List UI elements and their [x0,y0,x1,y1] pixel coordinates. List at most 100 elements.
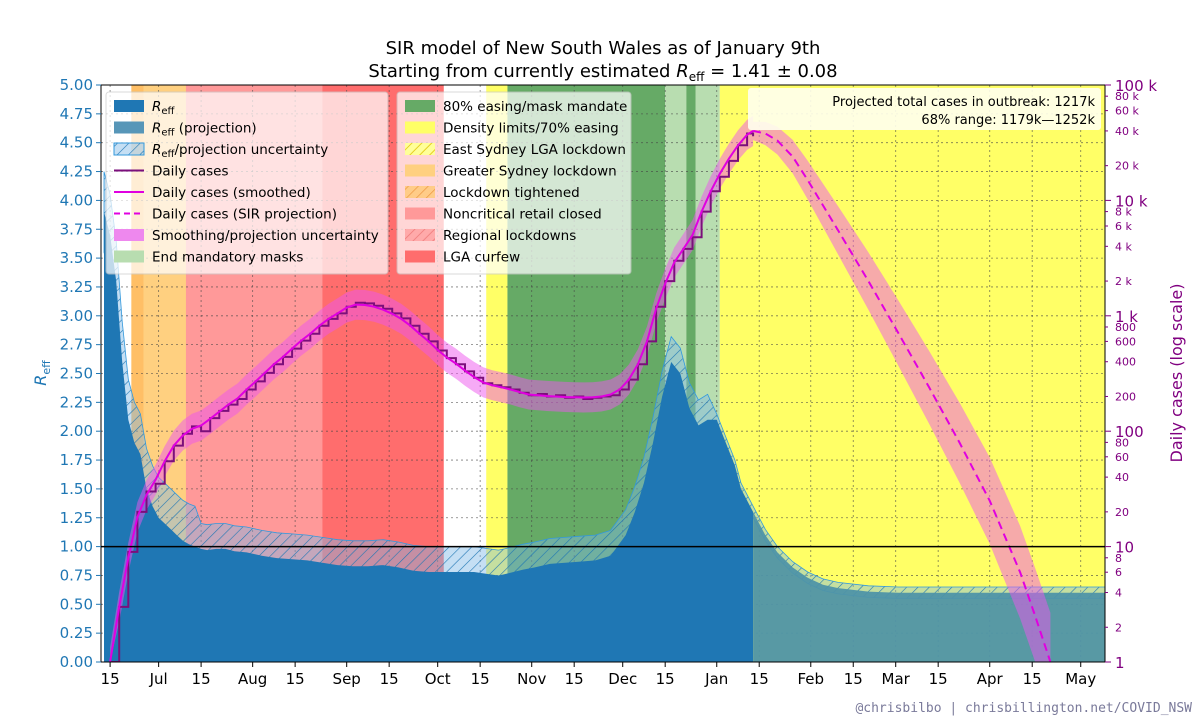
x-tick-label-13: Jan [704,670,728,688]
legend-right-item-7-label: LGA curfew [443,250,520,266]
x-tick-label-18: 15 [929,670,948,688]
legend-left-item-5-label: Daily cases (SIR projection) [152,207,337,223]
chart-subtitle: Starting from currently estimated Reff =… [368,61,837,84]
left-tick-label-3: 0.75 [60,566,93,584]
right-minor-label-18: 60 k [1115,105,1139,118]
legend-left-item-0-swatch [114,100,144,112]
right-minor-label-0: 2 [1115,621,1122,634]
legend-left-item-1-label: Reff (projection) [152,121,257,139]
right-major-label-2: 100 [1115,423,1144,441]
projection-annotation: Projected total cases in outbreak: 1217k… [748,88,1101,130]
legend-left-item-2-label: Reff/projection uncertainty [152,142,328,160]
left-tick-label-10: 2.50 [60,365,93,383]
right-minor-label-7: 80 [1115,436,1129,449]
legend-right-item-6-swatch [405,229,435,241]
x-tick-label-15: Feb [797,670,824,688]
right-minor-label-2: 6 [1115,566,1122,579]
right-minor-label-9: 400 [1115,356,1136,369]
legend-right-item-5-swatch [405,207,435,220]
legend-left-item-7-swatch [114,250,144,263]
x-tick-label-5: Sep [333,670,361,688]
right-minor-label-3: 8 [1115,552,1122,565]
x-tick-label-9: Nov [517,670,546,688]
legend-left-item-3-label: Daily cases [152,164,229,180]
legend-left-item-0-label: Reff [152,99,176,117]
annotation-line-2: 68% range: 1179k—1252k [921,113,1095,128]
legend-left-item-4-label: Daily cases (smoothed) [152,185,311,201]
x-tick-label-10: 15 [565,670,584,688]
legend-right-item-5-label: Noncritical retail closed [443,207,602,223]
x-tick-label-3: Aug [238,670,267,688]
x-tick-label-4: 15 [286,670,305,688]
legend-right-item-3-label: Greater Sydney lockdown [443,164,617,180]
legend-right-item-2-swatch [405,143,435,155]
legend-right-item-1-swatch [405,121,435,134]
left-tick-label-5: 1.25 [60,509,93,527]
left-tick-label-2: 0.50 [60,595,93,613]
right-major-label-0: 1 [1115,654,1125,672]
x-tick-label-20: 15 [1023,670,1042,688]
left-axis-label: Reff [31,360,53,386]
x-tick-label-16: 15 [844,670,863,688]
left-tick-label-13: 3.25 [60,278,93,296]
x-tick-label-19: Apr [977,670,1004,688]
left-tick-label-11: 2.75 [60,336,93,354]
left-tick-label-14: 3.50 [60,249,93,267]
legend-left-item-1-swatch [114,121,144,134]
left-tick-label-20: 5.00 [60,76,93,94]
period-80-easing-mask-mandate-7 [686,85,696,662]
legend-right-item-2-label: East Sydney LGA lockdown [443,142,626,158]
right-minor-label-16: 20 k [1115,160,1139,173]
left-tick-label-0: 0.00 [60,653,93,671]
left-tick-label-1: 0.25 [60,624,93,642]
left-tick-label-4: 1.00 [60,538,93,556]
chart-title: SIR model of New South Wales as of Janua… [386,38,821,59]
legend-right-item-1-label: Density limits/70% easing [443,121,619,137]
sir-projection-line [752,129,1052,662]
legend-left: Reff Reff (projection) Reff/projection unc… [105,91,389,275]
cases-uncertainty-band [110,115,1051,662]
right-minor-label-1: 4 [1115,587,1122,600]
legend-left-item-6-label: Smoothing/projection uncertainty [152,228,379,244]
left-tick-label-9: 2.25 [60,393,93,411]
right-major-label-4: 10 k [1115,192,1148,210]
left-tick-label-6: 1.50 [60,480,93,498]
left-tick-label-12: 3.00 [60,307,93,325]
legend-right-box [396,91,632,275]
annotation-line-1: Projected total cases in outbreak: 1217k [832,95,1095,110]
right-minor-label-14: 6 k [1115,220,1132,233]
legend-right-item-0-swatch [405,100,435,112]
left-tick-label-7: 1.75 [60,451,93,469]
right-minor-label-13: 4 k [1115,240,1132,253]
right-minor-label-17: 40 k [1115,125,1139,138]
right-axis-label: Daily cases (log scale) [1167,284,1186,463]
legend-right-item-3-swatch [405,164,435,177]
x-tick-label-12: 15 [656,670,675,688]
x-tick-label-17: Mar [882,670,911,688]
left-tick-label-19: 4.75 [60,105,93,123]
legend-right-item-6-label: Regional lockdowns [443,228,576,244]
right-minor-label-12: 2 k [1115,275,1132,288]
left-tick-label-15: 3.75 [60,220,93,238]
x-tick-label-11: Dec [608,670,637,688]
right-major-label-3: 1 k [1115,308,1138,326]
right-major-label-5: 100 k [1115,77,1157,95]
daily-cases-line [110,132,755,662]
x-tick-label-6: 15 [380,670,399,688]
legend-left-item-7-label: End mandatory masks [152,250,303,266]
legend-left-item-6-swatch [114,229,144,241]
x-tick-label-0: 15 [101,670,120,688]
smoothed-cases-line [109,130,754,662]
left-axis-ticks: 0.00 0.25 0.50 0.75 1.00 1.25 1.50 1.75 2.00 2.25… [60,76,101,671]
x-tick-label-2: 15 [192,670,211,688]
right-minor-label-10: 600 [1115,335,1136,348]
x-tick-label-8: 15 [471,670,490,688]
right-minor-label-19: 80 k [1115,90,1139,103]
right-major-label-1: 10 [1115,539,1134,557]
left-tick-label-18: 4.50 [60,134,93,152]
x-axis-ticks: 15 Jul 15 Aug 15 Sep 15 Oct 15 Nov 15 Dec 15 Jan 15 Feb… [101,662,1096,688]
x-tick-label-21: May [1065,670,1096,688]
legend-right-item-7-swatch [405,250,435,263]
reff-layer [103,171,1105,662]
